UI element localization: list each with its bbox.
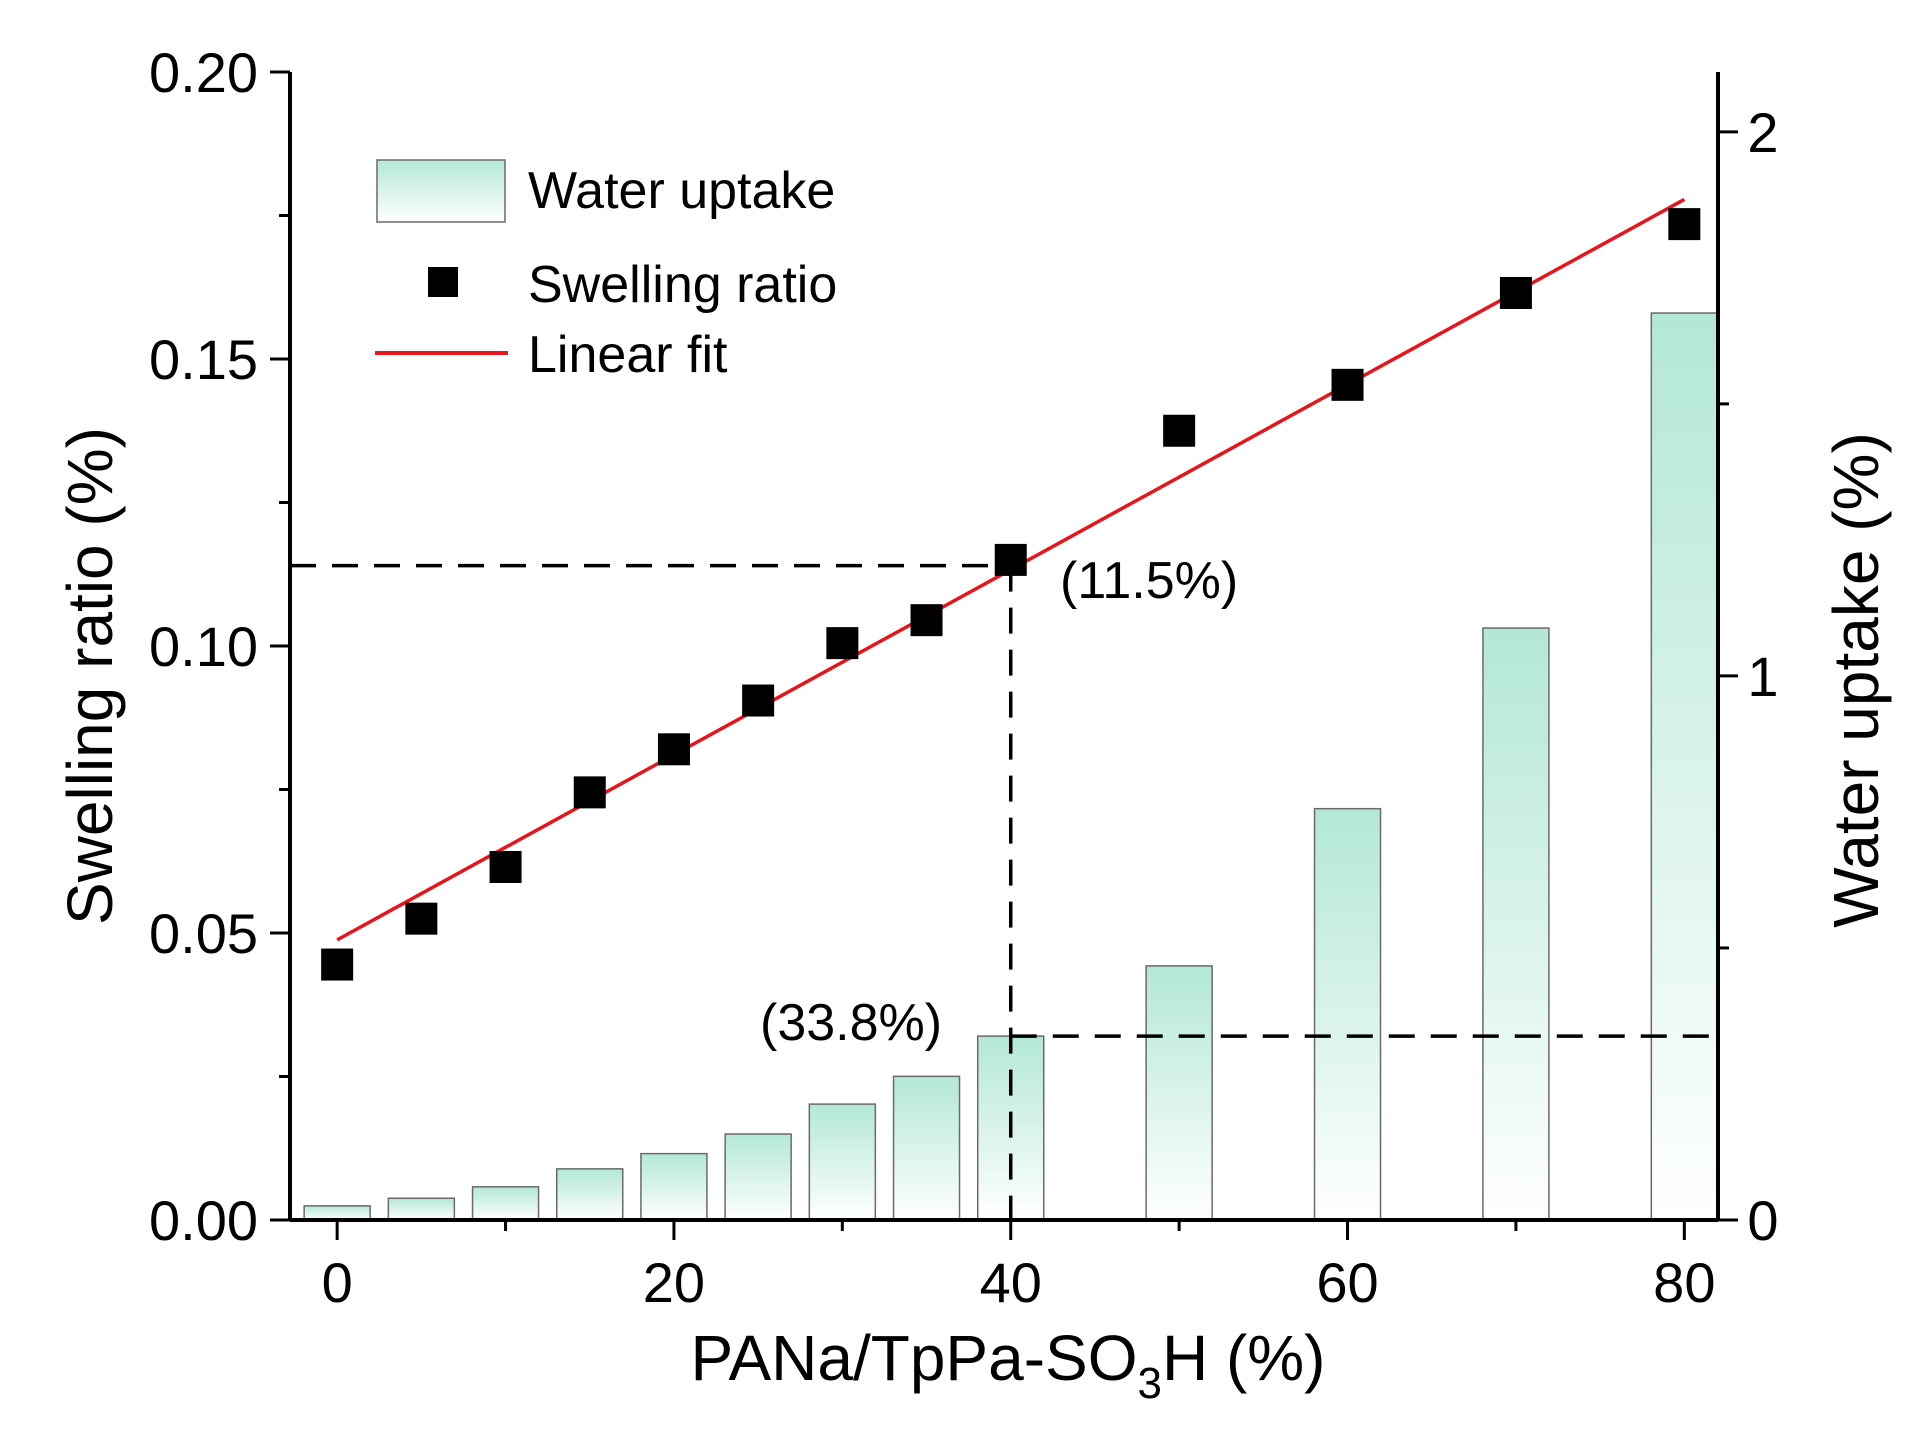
swelling-ratio-point xyxy=(1668,208,1701,241)
guide-lines xyxy=(290,563,1718,1220)
y-right-tick-label: 0 xyxy=(1747,1189,1778,1252)
y-right-tick-label: 2 xyxy=(1747,101,1778,164)
x-tick-label: 60 xyxy=(1316,1251,1378,1314)
water-uptake-bar xyxy=(387,1197,456,1221)
water-uptake-bar xyxy=(1145,965,1213,1221)
x-axis-title-main: PANa/TpPa-SO xyxy=(691,1322,1138,1394)
legend-label-water-uptake: Water uptake xyxy=(528,162,835,220)
legend-bar-swatch xyxy=(376,159,506,223)
y-right-axis-ticks: 0 1 2 xyxy=(1718,101,1779,1252)
water-uptake-bar xyxy=(724,1133,792,1221)
uptake-annotation: (33.8%) xyxy=(760,994,942,1052)
x-axis-ticks: 0 20 40 60 80 xyxy=(322,1220,1715,1314)
y-left-tick-label: 0.05 xyxy=(149,902,258,965)
swelling-ratio-point xyxy=(405,902,438,935)
y-left-tick-label: 0.20 xyxy=(149,41,258,104)
water-uptake-bars xyxy=(303,312,1719,1221)
x-tick-label: 80 xyxy=(1653,1251,1715,1314)
water-uptake-bar xyxy=(471,1186,540,1221)
water-uptake-bar xyxy=(1313,807,1382,1221)
swelling-ratio-point xyxy=(1499,276,1532,309)
swelling-ratio-point xyxy=(489,850,522,883)
water-uptake-bar xyxy=(555,1168,624,1221)
y-right-tick-label: 1 xyxy=(1747,645,1778,708)
water-uptake-bar xyxy=(1482,627,1550,1221)
water-uptake-bar xyxy=(892,1075,961,1221)
water-uptake-bar xyxy=(808,1103,877,1221)
swelling-ratio-point xyxy=(826,627,859,660)
x-axis-title-subscript: 3 xyxy=(1137,1359,1161,1408)
swelling-annotation: (11.5%) xyxy=(1060,552,1238,610)
swelling-ratio-point xyxy=(1163,414,1196,447)
y-left-tick-label: 0.15 xyxy=(149,328,258,391)
swelling-markers xyxy=(321,208,1701,981)
swelling-ratio-point xyxy=(1331,368,1364,401)
y-left-tick-label: 0.10 xyxy=(149,615,258,678)
swelling-ratio-point xyxy=(573,776,606,809)
legend-label-swelling-ratio: Swelling ratio xyxy=(528,256,837,314)
legend: Water uptake Swelling ratio Linear fit xyxy=(375,159,837,384)
x-tick-label: 40 xyxy=(980,1251,1042,1314)
x-tick-label: 20 xyxy=(643,1251,705,1314)
swelling-ratio-point xyxy=(657,733,690,766)
x-tick-label: 0 xyxy=(322,1251,353,1314)
swelling-ratio-point xyxy=(742,684,775,717)
y-left-tick-label: 0.00 xyxy=(149,1189,258,1252)
y-left-axis-ticks: 0.00 0.05 0.10 0.15 0.20 xyxy=(149,41,290,1252)
y-left-axis-title: Swelling ratio (%) xyxy=(54,427,126,925)
x-axis-title-tail: H (%) xyxy=(1162,1322,1326,1394)
water-uptake-bar xyxy=(640,1152,708,1221)
swelling-ratio-point xyxy=(321,948,354,981)
x-axis-title: PANa/TpPa-SO3H (%) xyxy=(691,1322,1326,1408)
swelling-ratio-point xyxy=(994,543,1027,576)
legend-label-linear-fit: Linear fit xyxy=(528,326,728,384)
water-uptake-bar xyxy=(1650,312,1719,1221)
swelling-ratio-point xyxy=(910,604,943,637)
legend-marker-swatch xyxy=(428,267,458,297)
water-uptake-bar xyxy=(303,1205,371,1221)
y-right-axis-title: Water uptake (%) xyxy=(1820,432,1892,928)
